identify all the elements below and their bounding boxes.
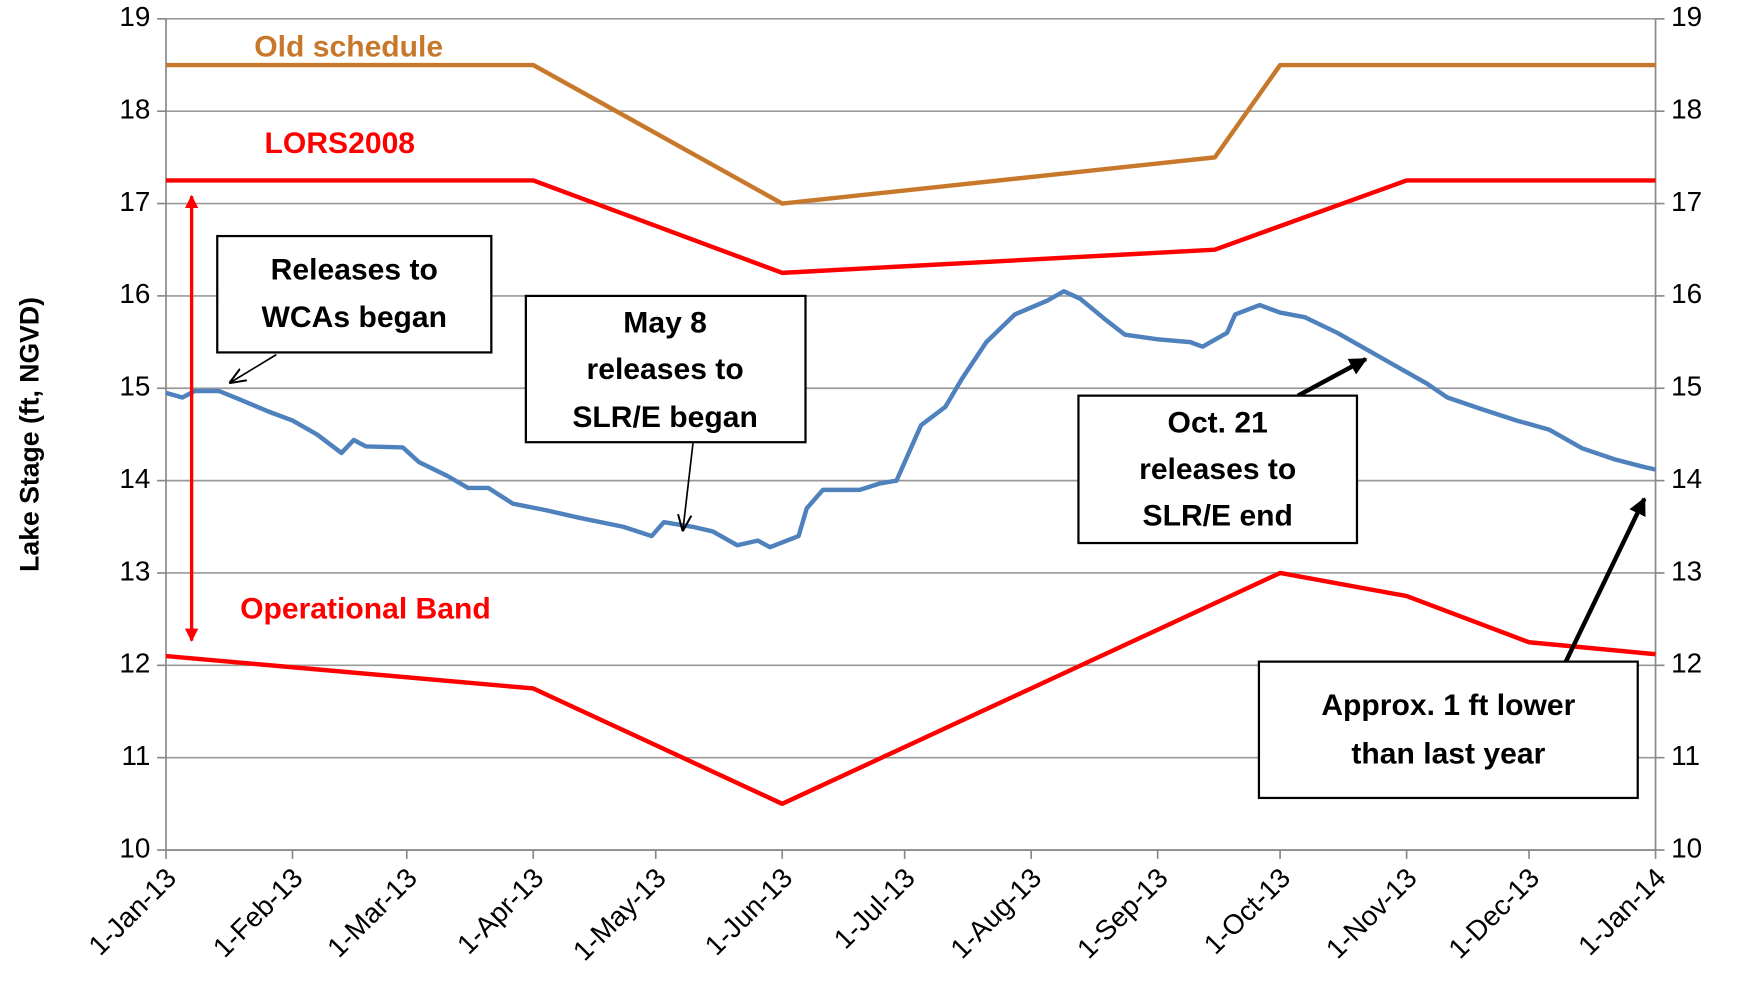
x-tick-label: 1-Feb-13	[207, 862, 309, 963]
y-tick-label: 15	[119, 371, 150, 402]
annotations: Old schedule LORS2008 Releases to WCAs bega…	[184, 31, 1647, 800]
y2-tick-label: 15	[1671, 371, 1702, 402]
annotation-text: Operational Band	[240, 593, 491, 626]
arrow	[1563, 497, 1647, 664]
x-tick-label: 1-Jul-13	[828, 862, 921, 955]
annotation-text: releases to	[587, 353, 744, 386]
annotation-text: than last year	[1351, 738, 1545, 771]
y2-tick-label: 18	[1671, 94, 1702, 125]
annotation-text: May 8	[623, 307, 707, 340]
y2-tick-label: 19	[1671, 1, 1702, 32]
y-tick-label: 18	[119, 94, 150, 125]
y-tick-label: 13	[119, 555, 150, 586]
series-line	[165, 570, 1656, 807]
y2-tick-label: 12	[1671, 648, 1702, 679]
annotation-box	[524, 294, 807, 444]
series-label: Old schedule	[254, 31, 443, 64]
x-tick-label: 1-Aug-13	[944, 862, 1047, 964]
x-tick-label: 1-Nov-13	[1320, 862, 1423, 964]
series-label: LORS2008	[265, 127, 415, 160]
annotation-text: releases to	[1139, 453, 1296, 486]
y2-tick-label: 11	[1671, 740, 1700, 771]
y-tick-label: 16	[119, 278, 150, 309]
x-tick-label: 1-Jan-14	[1572, 862, 1672, 961]
y2-tick-label: 10	[1671, 832, 1702, 863]
x-tick-label: 1-Oct-13	[1198, 862, 1297, 960]
y2-tick-label: 17	[1671, 186, 1702, 217]
annotation-box	[1077, 394, 1359, 545]
y-tick-label: 14	[119, 463, 150, 494]
x-tick-label: 1-May-13	[567, 862, 672, 967]
y2-tick-label: 13	[1671, 555, 1702, 586]
series-line	[166, 178, 1656, 276]
y-tick-label: 10	[119, 832, 150, 863]
y-tick-label: 19	[119, 1, 150, 32]
annotation-text: Oct. 21	[1168, 406, 1268, 439]
y-tick-label: 11	[122, 740, 151, 771]
y2-tick-label: 14	[1671, 463, 1702, 494]
y-tick-label: 12	[119, 648, 150, 679]
annotation-text: SLR/E end	[1143, 500, 1293, 533]
x-tick-label: 1-Jan-13	[82, 862, 182, 961]
y-tick-label: 17	[119, 186, 150, 217]
annotation-text: WCAs began	[262, 301, 448, 334]
annotation-text: Releases to	[271, 253, 438, 286]
annotation-box	[216, 234, 493, 354]
x-tick-label: 1-Dec-13	[1442, 862, 1545, 964]
series-line	[165, 289, 1657, 550]
x-tick-label: 1-Jun-13	[699, 862, 799, 961]
arrow	[683, 443, 694, 529]
x-tick-label: 1-Apr-13	[451, 862, 550, 960]
arrow	[1296, 357, 1368, 398]
annotation-text: Approx. 1 ft lower	[1321, 689, 1575, 722]
x-tick-label: 1-Sep-13	[1071, 862, 1174, 964]
y2-tick-label: 16	[1671, 278, 1702, 309]
annotation-text: SLR/E began	[572, 401, 758, 434]
x-tick-label: 1-Mar-13	[321, 862, 423, 963]
series-line	[166, 62, 1656, 206]
arrow	[231, 353, 277, 383]
lines	[165, 62, 1657, 807]
y-axis-label: Lake Stage (ft, NGVD)	[14, 297, 44, 572]
annotation-box	[1257, 660, 1639, 800]
